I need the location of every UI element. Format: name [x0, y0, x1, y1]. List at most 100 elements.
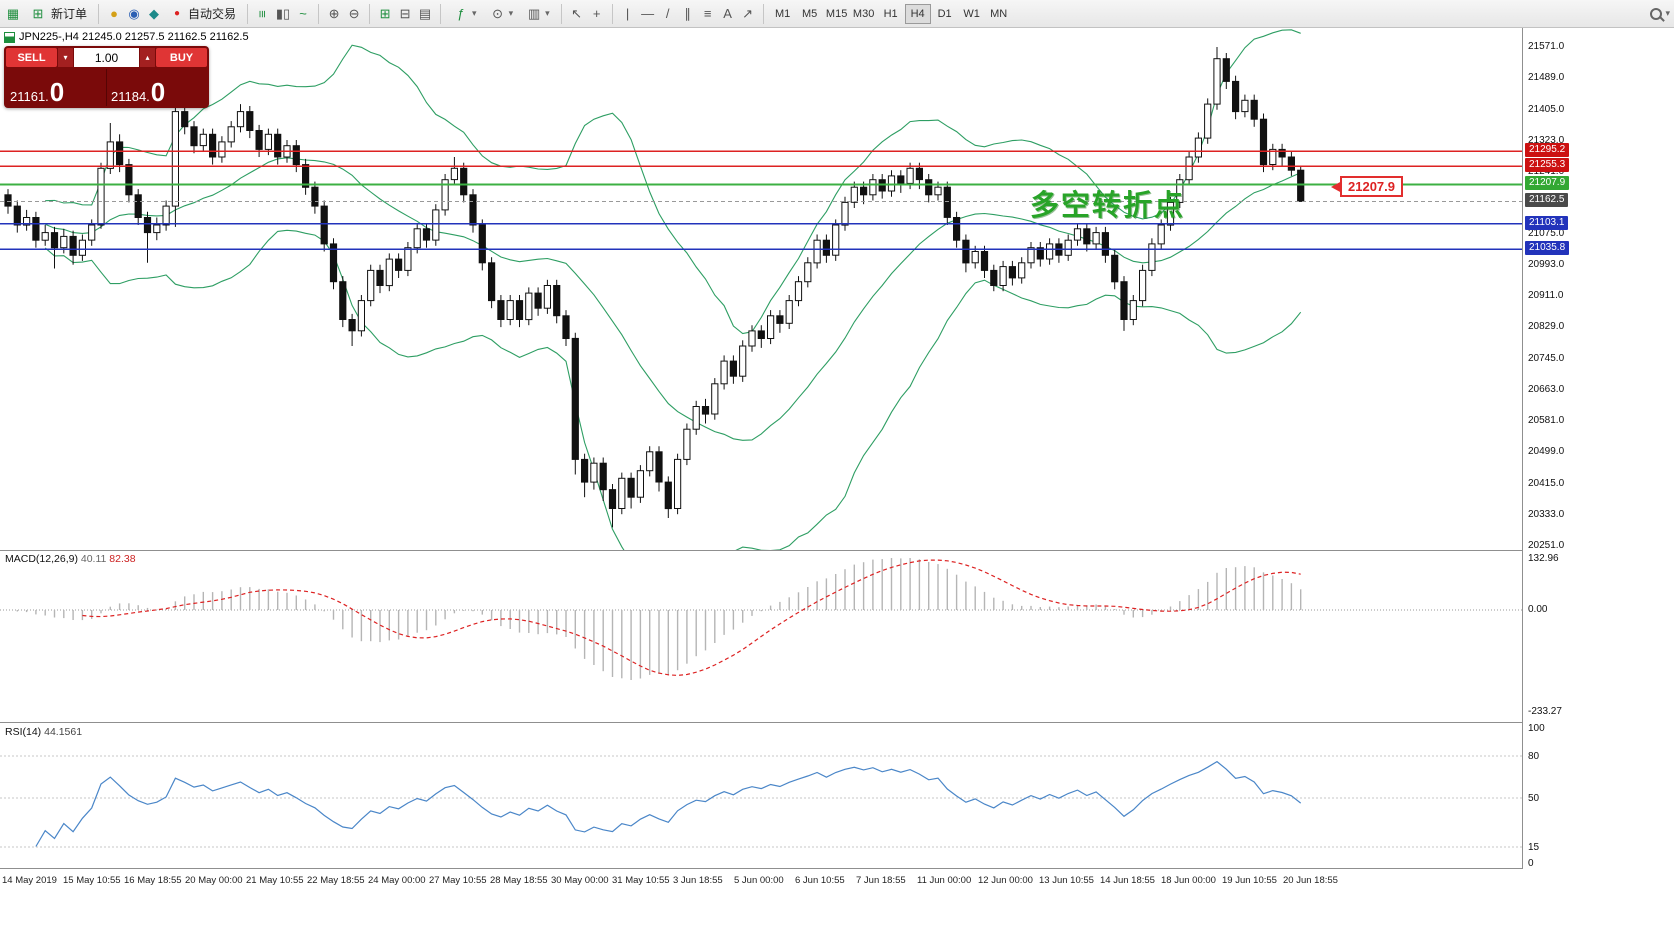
autotrade-label: 自动交易 — [188, 7, 237, 21]
templates-button[interactable]: ▥ ▾ — [520, 3, 555, 25]
time-axis-label: 15 May 10:55 — [63, 875, 121, 886]
price-axis-tag: 21162.5 — [1525, 193, 1569, 208]
time-axis-label: 5 Jun 00:00 — [734, 875, 784, 886]
price-axis-label: 20333.0 — [1528, 508, 1565, 520]
sell-price[interactable]: 21161. 0 — [6, 69, 106, 106]
time-axis-label: 7 Jun 18:55 — [856, 875, 906, 886]
time-axis-label: 21 May 10:55 — [246, 875, 304, 886]
macd-axis-label: 132.96 — [1528, 553, 1559, 564]
horizontal-line-icon[interactable]: — — [641, 6, 655, 21]
price-axis-tag: 21103.1 — [1525, 215, 1569, 230]
time-axis-label: 22 May 18:55 — [307, 875, 365, 886]
rsi-axis-label: 15 — [1528, 842, 1540, 853]
rsi-value: 44.1561 — [44, 726, 83, 738]
timeframe-button-h4[interactable]: H4 — [904, 3, 931, 24]
price-axis-label: 20581.0 — [1528, 415, 1565, 427]
macd-axis-label: 0.00 — [1528, 604, 1548, 615]
trendline-icon[interactable]: / — [665, 6, 670, 21]
timeframe-button-h1[interactable]: H1 — [883, 7, 898, 20]
buy-button[interactable]: BUY — [156, 48, 207, 67]
price-axis[interactable]: 21571.021489.021405.021323.021241.021075… — [1523, 28, 1674, 869]
time-axis-label: 20 Jun 18:55 — [1283, 875, 1338, 886]
time-axis-label: 27 May 10:55 — [429, 875, 487, 886]
fibonacci-icon[interactable]: ≡ — [703, 6, 712, 21]
toolbar-overflow-icon[interactable]: ▾ — [1665, 8, 1670, 18]
arrows-tool-icon[interactable]: ↗ — [742, 5, 754, 21]
timeframe-button-m15[interactable]: M15 — [825, 7, 848, 20]
time-axis[interactable]: 14 May 2019 15 May 10:55 16 May 18:55 20 Ma… — [0, 869, 1674, 895]
toolbar-separator — [318, 3, 320, 24]
app-icon: ▦ — [6, 5, 20, 21]
new-order-icon: ⊞ — [32, 5, 44, 21]
price-axis-tag: 21255.3 — [1525, 158, 1570, 173]
arrange-windows-icon[interactable]: ▤ — [418, 5, 432, 21]
zoom-out-icon[interactable]: ⊖ — [348, 5, 360, 21]
price-axis-tag: 21295.2 — [1525, 143, 1570, 158]
bars-chart-icon[interactable]: ≡ — [255, 9, 271, 18]
new-order-button[interactable]: ⊞ 新订单 — [24, 3, 92, 25]
toolbar-separator — [369, 3, 371, 24]
volume-input[interactable]: 1.00 — [74, 48, 139, 67]
price-callout[interactable]: 21207.9 — [1331, 176, 1403, 197]
macd-panel-divider[interactable] — [0, 550, 1674, 551]
text-tool-icon[interactable]: A — [723, 6, 732, 21]
macd-axis-label: -233.27 — [1528, 706, 1562, 717]
chart-annotation-text[interactable]: 多空转折点 — [1030, 190, 1186, 222]
community-icon[interactable]: ◉ — [128, 5, 140, 21]
new-order-label: 新订单 — [51, 7, 88, 21]
rsi-panel-canvas[interactable] — [0, 723, 1522, 868]
time-axis-label: 14 Jun 18:55 — [1100, 875, 1155, 886]
toolbar-separator — [440, 3, 442, 24]
rsi-axis-label: 0 — [1528, 858, 1534, 869]
timeframe-button-m5[interactable]: M5 — [801, 7, 818, 20]
channel-icon[interactable]: ∥ — [684, 5, 691, 21]
cascade-windows-icon[interactable]: ⊟ — [399, 5, 411, 21]
price-axis-label: 20993.0 — [1528, 259, 1565, 271]
periods-button[interactable]: ⊙ ▾ — [484, 3, 519, 25]
time-axis-divider — [0, 868, 1674, 869]
vertical-line-icon[interactable]: | — [625, 6, 630, 21]
news-icon[interactable]: ◆ — [149, 5, 160, 21]
rsi-panel-divider[interactable] — [0, 722, 1674, 723]
line-chart-icon[interactable]: ~ — [299, 6, 307, 21]
template-icon: ▥ — [527, 5, 541, 21]
time-axis-label: 30 May 00:00 — [551, 875, 609, 886]
zoom-in-icon[interactable]: ⊕ — [328, 5, 340, 21]
indicators-icon: ƒ — [457, 6, 465, 21]
price-axis-label: 21489.0 — [1528, 71, 1565, 83]
indicators-button[interactable]: ƒ ▾ — [447, 3, 482, 25]
macd-panel-canvas[interactable] — [0, 551, 1522, 722]
chevron-down-icon: ▾ — [508, 8, 514, 18]
cursor-icon[interactable]: ↖ — [571, 5, 583, 21]
volume-down-button[interactable]: ▾ — [58, 48, 73, 67]
time-axis-label: 18 Jun 00:00 — [1161, 875, 1216, 886]
timeframe-button-w1[interactable]: W1 — [963, 7, 980, 20]
time-axis-label: 20 May 00:00 — [185, 875, 243, 886]
price-axis-divider — [1522, 28, 1523, 869]
sell-button[interactable]: SELL — [6, 48, 57, 67]
search-icon[interactable] — [1647, 5, 1665, 23]
volume-up-button[interactable]: ▴ — [140, 48, 155, 67]
coin-icon[interactable]: ● — [110, 6, 118, 21]
crosshair-icon[interactable]: + — [592, 6, 601, 21]
toolbar-separator — [762, 3, 764, 24]
macd-signal-value: 82.38 — [109, 553, 136, 565]
timeframe-button-m30[interactable]: M30 — [852, 7, 875, 20]
time-axis-label: 24 May 00:00 — [368, 875, 426, 886]
buy-price[interactable]: 21184. 0 — [106, 69, 207, 106]
tile-windows-icon[interactable]: ⊞ — [379, 5, 391, 21]
price-axis-label: 21323.0 — [1528, 134, 1565, 146]
price-axis-label: 21075.0 — [1528, 228, 1565, 240]
price-axis-label: 20663.0 — [1528, 384, 1565, 396]
autotrade-button[interactable]: ● 自动交易 — [165, 3, 241, 25]
candles-chart-icon[interactable]: ▮▯ — [275, 5, 291, 21]
time-axis-label: 13 Jun 10:55 — [1039, 875, 1094, 886]
price-axis-label: 20911.0 — [1528, 290, 1564, 302]
clock-icon: ⊙ — [492, 5, 504, 21]
main-chart-canvas[interactable] — [0, 28, 1522, 582]
timeframe-button-mn[interactable]: MN — [990, 7, 1008, 20]
timeframe-button-m1[interactable]: M1 — [774, 7, 791, 20]
price-axis-label: 20829.0 — [1528, 321, 1565, 333]
timeframe-button-d1[interactable]: D1 — [937, 7, 952, 20]
macd-indicator-label: MACD(12,26,9) 40.11 82.38 — [5, 553, 136, 565]
